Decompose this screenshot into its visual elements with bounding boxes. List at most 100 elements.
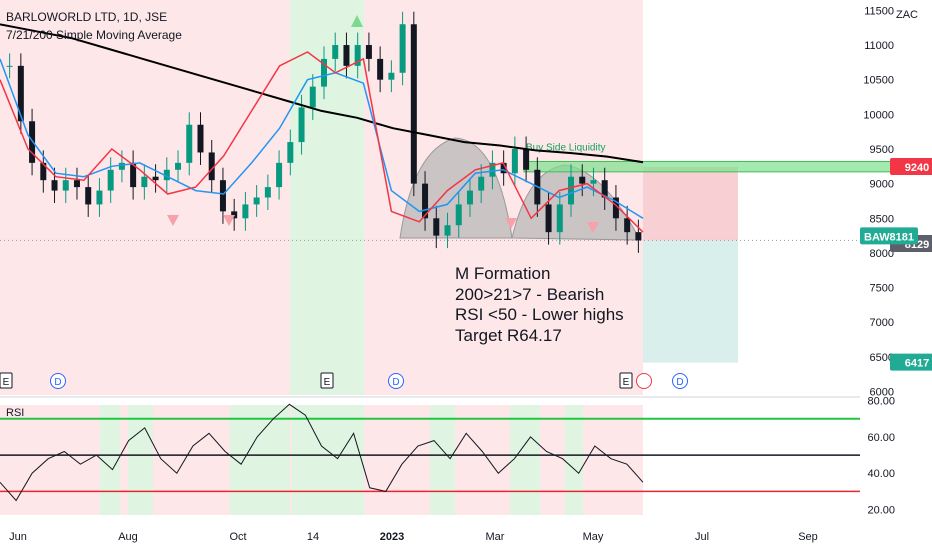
price-axis-label: 7000 <box>870 317 894 329</box>
ma21-line <box>0 58 644 219</box>
candle-body <box>96 190 103 205</box>
target-price-tag: 6417 <box>905 358 929 370</box>
candle-body <box>40 162 47 181</box>
candle-body <box>455 204 462 226</box>
dividend-marker <box>388 373 404 389</box>
rsi-label: RSI <box>6 407 25 419</box>
chart-title: BARLOWORLD LTD, 1D, JSE <box>6 10 168 24</box>
earnings-marker-label: E <box>623 377 630 388</box>
earnings-marker-label: E <box>324 377 331 388</box>
candle-body <box>298 107 305 143</box>
rsi-bullish-zone <box>100 405 120 515</box>
candle-body <box>73 180 80 188</box>
rsi-axis-label: 40.00 <box>867 468 895 480</box>
candle-body <box>175 162 182 170</box>
price-axis-label: 7500 <box>870 283 894 295</box>
chart-annotation: M Formation 200>21>7 - Bearish RSI <50 -… <box>455 264 624 346</box>
earnings-marker <box>0 372 13 389</box>
time-axis-label: Sep <box>798 531 818 543</box>
resistance-price-tag-bg <box>890 158 932 176</box>
candle-body <box>590 180 597 184</box>
dividend-marker-label: D <box>54 377 61 388</box>
rsi-axis-label: 20.00 <box>867 505 895 517</box>
candle-body <box>579 176 586 184</box>
dividend-marker <box>672 373 688 389</box>
rsi-bullish-zone <box>510 405 540 515</box>
rsi-axis-label: 60.00 <box>867 432 895 444</box>
rsi-bullish-zone <box>292 405 364 515</box>
sell-signal-marker <box>223 215 235 226</box>
candle-body <box>276 162 283 188</box>
time-axis-label: Oct <box>229 531 246 543</box>
candle-body <box>545 204 552 233</box>
earnings-marker-label: E <box>3 377 10 388</box>
candle-body <box>444 225 451 236</box>
candle-body <box>163 169 170 181</box>
candle-body <box>197 124 204 153</box>
candle-body <box>343 45 350 66</box>
candle-body <box>500 162 507 174</box>
price-axis-label: 9000 <box>870 179 894 191</box>
take-profit-zone <box>643 240 738 363</box>
candle-body <box>489 162 496 177</box>
candle-body <box>478 176 485 191</box>
sell-signal-marker <box>587 222 599 233</box>
candle-body <box>354 45 361 66</box>
candle-body <box>321 58 327 87</box>
sell-signal-marker <box>167 215 179 226</box>
time-axis-label: Mar <box>486 531 505 543</box>
stop-loss-zone <box>643 167 738 241</box>
earnings-marker <box>320 372 334 389</box>
candle-body <box>186 124 193 163</box>
rsi-bullish-zone <box>430 405 455 515</box>
annotation-line: RSI <50 - Lower highs <box>455 305 624 324</box>
time-axis-label: Aug <box>118 531 138 543</box>
candle-body <box>17 65 24 122</box>
candle-body <box>51 180 58 191</box>
candle-body <box>29 121 36 163</box>
candle-body <box>130 162 137 188</box>
candle-body <box>388 72 395 80</box>
candle-body <box>377 58 384 80</box>
candle-body <box>309 86 316 108</box>
candle-body <box>466 190 473 205</box>
price-axis-label: 8000 <box>870 248 894 260</box>
price-axis-label: 6000 <box>870 387 894 399</box>
candle-body <box>523 148 530 170</box>
annotation-line: M Formation <box>455 264 551 283</box>
rsi-bullish-zone <box>230 405 290 515</box>
rsi-axis-label: 80.00 <box>867 396 895 408</box>
indicator-title: 7/21/200 Simple Moving Average <box>6 28 182 42</box>
liquidity-zone <box>523 160 923 173</box>
candle-body <box>568 176 575 205</box>
candle-body <box>242 204 249 219</box>
dividend-marker-label: D <box>392 377 399 388</box>
liquidity-zone-label: Buy Side Liquidity <box>526 142 606 153</box>
candle-body <box>433 218 440 236</box>
candle-body <box>511 148 518 174</box>
candle-body <box>85 187 92 205</box>
time-axis-label: Jun <box>9 531 27 543</box>
candle-body <box>365 45 372 59</box>
ticker-tag: BAW <box>864 231 890 243</box>
time-axis-label: Jul <box>695 531 709 543</box>
currency-label: ZAC <box>896 9 918 21</box>
candle-body <box>635 232 642 241</box>
candle-body <box>422 183 429 219</box>
dividend-marker-label: D <box>676 377 683 388</box>
annotation-line: 200>21>7 - Bearish <box>455 284 605 304</box>
candle-body <box>107 169 114 191</box>
rsi-line <box>0 403 644 502</box>
earnings-marker <box>619 372 633 389</box>
candle-body <box>332 45 339 59</box>
rsi-bullish-zone <box>565 405 583 515</box>
candle-body <box>624 218 631 233</box>
price-axis-label: 10000 <box>863 109 894 121</box>
candle-body <box>410 24 417 184</box>
resistance-price-tag: 9240 <box>905 162 929 174</box>
candle-body <box>6 65 13 67</box>
price-axis-label: 11000 <box>864 40 894 52</box>
annotation-line: Target R64.17 <box>455 325 562 345</box>
time-axis-label: 2023 <box>380 531 404 543</box>
